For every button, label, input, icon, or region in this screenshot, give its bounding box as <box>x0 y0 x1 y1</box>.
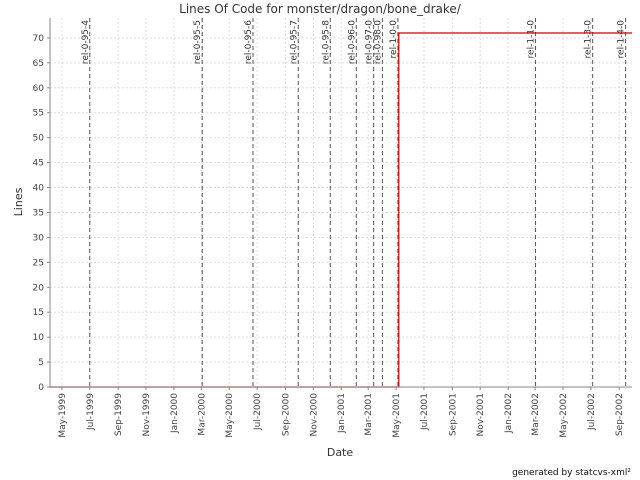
x-tick-label: Nov-2001 <box>476 393 486 436</box>
x-tick-label: May-2001 <box>392 393 402 438</box>
x-tick-label: May-1999 <box>58 393 68 438</box>
release-marker-label: rel-0-96-0 <box>347 20 357 64</box>
x-tick-label: Jul-2001 <box>420 393 430 431</box>
grid <box>50 18 632 388</box>
y-tick-label: 35 <box>33 208 44 218</box>
release-marker-label: rel-0-95-8 <box>321 20 331 64</box>
footer-credit: generated by statcvs-xml² <box>512 468 631 478</box>
x-tick-label: Jan-2000 <box>170 393 180 434</box>
y-ticks: 0 5 10 15 20 25 30 35 40 45 50 55 60 65 70 <box>33 34 50 393</box>
release-marker-label: rel-1-1-0 <box>527 20 537 59</box>
x-tick-label: Sep-2000 <box>281 393 291 436</box>
x-tick-label: Mar-2002 <box>531 393 541 436</box>
release-marker-label: rel-0-95-7 <box>289 20 299 64</box>
release-marker-label: rel-1-3-0 <box>584 20 594 59</box>
release-marker-label: rel-0-95-5 <box>193 20 203 64</box>
y-tick-label: 55 <box>33 109 44 119</box>
release-marker-label: rel-0-95-6 <box>244 20 254 64</box>
x-tick-label: Sep-1999 <box>114 393 124 436</box>
y-tick-label: 5 <box>38 358 44 368</box>
x-tick-label: Jul-2000 <box>253 393 263 431</box>
x-tick-label: Sep-2001 <box>448 393 458 436</box>
x-tick-label: May-2000 <box>225 393 235 438</box>
x-tick-label: Sep-2002 <box>615 393 625 436</box>
y-tick-label: 40 <box>33 184 45 194</box>
x-ticks: May-1999 Jul-1999 Sep-1999 Nov-1999 Jan-2000… <box>58 387 625 438</box>
x-tick-label: Nov-2000 <box>309 393 319 437</box>
y-tick-label: 15 <box>33 308 44 318</box>
release-marker-label: rel-0-97-0 <box>365 20 375 64</box>
release-markers: rel-0-95-4 rel-0-95-5 rel-0-95-6 rel-0-95-7… <box>81 18 627 387</box>
x-axis-title: Date <box>327 446 354 459</box>
y-tick-label: 25 <box>33 258 44 268</box>
y-axis-title: Lines <box>12 187 25 216</box>
x-tick-label: Mar-2000 <box>197 393 207 436</box>
x-tick-label: Jan-2002 <box>504 393 514 434</box>
release-marker-label: rel-1-0-0 <box>389 20 399 59</box>
x-tick-label: Jul-1999 <box>86 393 96 431</box>
y-tick-label: 60 <box>33 84 45 94</box>
chart-title: Lines Of Code for monster/dragon/bone_dr… <box>179 2 462 16</box>
release-marker-label: rel-1-4-0 <box>617 20 627 59</box>
y-tick-label: 20 <box>33 283 45 293</box>
y-tick-label: 65 <box>33 59 44 69</box>
y-tick-label: 45 <box>33 159 44 169</box>
y-tick-label: 70 <box>33 34 45 44</box>
y-tick-label: 10 <box>33 333 45 343</box>
y-tick-label: 0 <box>38 383 44 393</box>
x-tick-label: Jan-2001 <box>337 393 347 434</box>
y-tick-label: 30 <box>33 233 45 243</box>
release-marker-label: rel-0-95-4 <box>81 20 91 64</box>
x-tick-label: Nov-1999 <box>142 393 152 437</box>
x-tick-label: Mar-2001 <box>364 393 374 436</box>
x-tick-label: May-2002 <box>559 393 569 438</box>
x-tick-label: Jul-2002 <box>587 393 597 431</box>
release-marker-label: rel-0-98-0 <box>373 20 383 64</box>
y-tick-label: 50 <box>33 134 45 144</box>
